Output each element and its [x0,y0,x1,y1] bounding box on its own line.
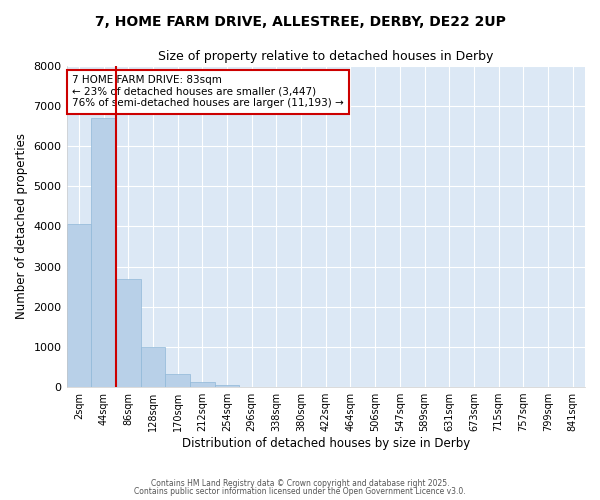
X-axis label: Distribution of detached houses by size in Derby: Distribution of detached houses by size … [182,437,470,450]
Text: Contains public sector information licensed under the Open Government Licence v3: Contains public sector information licen… [134,487,466,496]
Y-axis label: Number of detached properties: Number of detached properties [15,134,28,320]
Bar [165,374,190,387]
Text: 7, HOME FARM DRIVE, ALLESTREE, DERBY, DE22 2UP: 7, HOME FARM DRIVE, ALLESTREE, DERBY, DE… [95,15,505,29]
Bar [116,278,140,387]
Bar [140,347,165,387]
Bar [190,382,215,387]
Bar [91,118,116,387]
Title: Size of property relative to detached houses in Derby: Size of property relative to detached ho… [158,50,493,63]
Bar [67,224,91,387]
Text: 7 HOME FARM DRIVE: 83sqm
← 23% of detached houses are smaller (3,447)
76% of sem: 7 HOME FARM DRIVE: 83sqm ← 23% of detach… [72,75,343,108]
Text: Contains HM Land Registry data © Crown copyright and database right 2025.: Contains HM Land Registry data © Crown c… [151,478,449,488]
Bar [215,385,239,387]
